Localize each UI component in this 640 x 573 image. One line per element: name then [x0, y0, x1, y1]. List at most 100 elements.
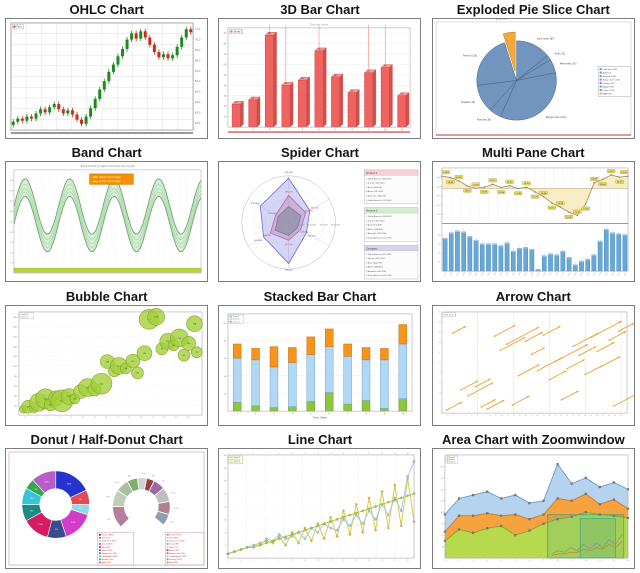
svg-text:9: 9: [384, 412, 386, 415]
svg-text:10: 10: [584, 560, 587, 562]
bubble-chart-thumbnail[interactable]: 2004006008001000120014001600180020006498…: [5, 304, 209, 426]
svg-text:29: 29: [407, 453, 409, 455]
band-chart-svg: 10 20 30 40 50 60 70 80 90 Band formed by upper a…: [10, 165, 202, 274]
svg-text:5%: 5%: [35, 489, 38, 491]
pie-chart-svg: Land rover (87)Audi (12)Mercedes (35)Ran…: [435, 19, 632, 136]
svg-text:Porsche (30): Porsche (30): [477, 119, 491, 122]
svg-text:236: 236: [60, 400, 64, 402]
svg-text:168: 168: [154, 316, 158, 318]
svg-text:17: 17: [117, 417, 119, 419]
svg-text:6: 6: [226, 545, 228, 547]
spider-chart-svg: $25,000$50,000$75,000$100,000 $95,080 $52,…: [242, 169, 419, 280]
spider-chart-thumbnail[interactable]: $25,000$50,000$75,000$100,000 $95,080 $52,…: [218, 161, 422, 283]
svg-text:12.43: 12.43: [574, 212, 580, 214]
svg-text:21: 21: [356, 560, 358, 562]
svg-text:60: 60: [10, 211, 13, 213]
svg-text:12.5: 12.5: [436, 214, 440, 216]
svg-text:20: 20: [224, 105, 227, 108]
svg-text:Range rover (8%): Range rover (8%): [102, 552, 118, 555]
svg-text:13.96: 13.96: [481, 192, 487, 194]
svg-text:3: 3: [241, 453, 242, 455]
svg-text:Ferrari (17%): Ferrari (17%): [170, 533, 182, 536]
multipane-chart-svg: 12.5 13.0 13.5 14.0 14.5 14.56 14.48 14.30 14.02…: [436, 167, 629, 276]
svg-text:80: 80: [224, 43, 227, 46]
pie-chart-thumbnail[interactable]: Land rover (87) Audi (12) Mercedes (35) Ran…: [431, 18, 635, 139]
svg-text:1400: 1400: [13, 346, 19, 348]
svg-text:14.50: 14.50: [617, 182, 623, 184]
stackedbar-chart-thumbnail[interactable]: 20 40 60 80 100 1 2 3 4 5 6 7 8 9 10 Time (Year) Series …: [218, 304, 422, 426]
svg-text:11: 11: [292, 453, 294, 455]
svg-text:88: 88: [269, 33, 272, 35]
svg-text:5: 5: [302, 128, 304, 131]
svg-text:8: 8: [352, 128, 354, 131]
svg-text:1 North America ($95,080): 1 North America ($95,080): [367, 253, 392, 256]
svg-text:$44,700: $44,700: [264, 234, 273, 237]
svg-text:7: 7: [543, 560, 545, 562]
svg-text:Rover (6%): Rover (6%): [170, 549, 180, 552]
svg-text:48: 48: [335, 75, 338, 77]
svg-text:158: 158: [193, 323, 197, 325]
svg-text:20: 20: [10, 253, 13, 255]
svg-text:10%: 10%: [115, 482, 119, 484]
svg-text:Fiat (7%): Fiat (7%): [102, 536, 110, 539]
ohlc-chart-thumbnail[interactable]: 62.0 63.0 64.0 65.0 66.0 67.0 68.0 69.0 70.0 71.0…: [5, 18, 209, 139]
svg-text:139: 139: [143, 352, 147, 354]
svg-text:25: 25: [163, 417, 165, 419]
chart-title-line: Line Chart: [287, 431, 353, 447]
svg-text:103: 103: [49, 404, 53, 406]
svg-text:27: 27: [175, 417, 177, 419]
arrow-chart-thumbnail[interactable]: 1 2 3 4 5 6 7 8 9 10 11 12 13 14 15 16 17 18 19 20 21 22 23 24 2…: [431, 304, 635, 426]
svg-text:18%: 18%: [67, 483, 72, 485]
svg-text:73: 73: [318, 49, 321, 51]
svg-text:151: 151: [166, 341, 170, 343]
svg-text:7: 7: [59, 417, 60, 419]
svg-text:15: 15: [530, 415, 532, 417]
svg-text:1800: 1800: [13, 326, 19, 328]
svg-text:5: 5: [48, 417, 49, 419]
svg-text:1000: 1000: [13, 365, 19, 367]
svg-text:14.0: 14.0: [436, 187, 440, 189]
chart-title-donut: Donut / Half-Donut Chart: [30, 431, 183, 447]
svg-text:Lamborghini (8%): Lamborghini (8%): [102, 555, 118, 558]
line-chart-svg: 6121824303642481133557799111113131515171…: [225, 453, 417, 562]
svg-text:12.88: 12.88: [557, 203, 563, 205]
svg-text:90: 90: [224, 32, 227, 35]
svg-text:4: 4: [292, 412, 294, 415]
chart-card-arrow: Arrow Chart 1 2 3 4 5 6 7 8 9 10 11 12 13 14 15 16 17 18 1…: [427, 287, 640, 430]
svg-text:Band formed by upper and lower: Band formed by upper and lower sine curv…: [81, 165, 135, 168]
chart-card-spider: Spider Chart $25,000$50,000$75,000$100,0…: [213, 143, 426, 286]
donut-chart-thumbnail[interactable]: 18% 7% 5% 15% 9% 13% 8% 8% 5% 12% 17% 13% 10% 8% 7% 6% 9…: [5, 447, 209, 569]
svg-text:97: 97: [183, 354, 186, 356]
svg-text:Series 1: Series 1: [449, 313, 456, 316]
bar3d-chart-thumbnail[interactable]: 10 20 30 40 50 60 70 80 90 Test bar chart 22 1 26 2 88…: [218, 18, 422, 139]
svg-text:50: 50: [10, 222, 13, 224]
svg-text:13.5: 13.5: [436, 196, 440, 198]
svg-text:94: 94: [136, 372, 139, 374]
svg-text:9%: 9%: [55, 529, 58, 531]
band-chart-thumbnail[interactable]: 10 20 30 40 50 60 70 80 90 Band formed by upper a…: [5, 161, 209, 283]
svg-text:Series 2: Series 2: [22, 315, 29, 318]
svg-text:12: 12: [613, 560, 615, 562]
svg-text:66.0: 66.0: [195, 80, 201, 83]
arrow-chart-svg: 1 2 3 4 5 6 7 8 9 10 11 12 13 14 15 16 17 18 19 20 21 22 23 24 2…: [438, 311, 634, 417]
svg-text:Series 2: Series 2: [234, 458, 240, 461]
svg-text:5: 5: [311, 412, 313, 415]
svg-text:16: 16: [536, 415, 538, 417]
svg-text:13.94: 13.94: [498, 192, 504, 194]
svg-text:6: 6: [477, 415, 478, 417]
chart-card-bar3d: 3D Bar Chart 10 20 30 40 50 60 70 80 90 Test bar …: [213, 0, 426, 143]
svg-text:5%: 5%: [79, 508, 82, 510]
line-chart-thumbnail[interactable]: 6 12 18 24 30 36 42 48 1 1 3 3 5 5 7 7 9 9 11 11 13 13 15 15 17 1…: [218, 447, 422, 569]
chart-card-band: Band Chart 10 20 30 40 50 60 70 80 90 Band formed…: [0, 143, 213, 286]
svg-text:4 Africa ($37,900): 4 Africa ($37,900): [367, 190, 384, 193]
svg-text:$75,000: $75,000: [320, 224, 329, 227]
multipane-chart-thumbnail[interactable]: 12.5 13.0 13.5 14.0 14.5 14.56 14.48 14.30 14.02…: [431, 161, 635, 283]
area-chart-thumbnail[interactable]: 10 20 30 40 50 60 70 80 0 1 2 3 4 5 6 7 8 9 10 11 12 13 Series…: [431, 447, 635, 569]
svg-text:10%: 10%: [174, 508, 178, 510]
svg-text:63.0: 63.0: [195, 111, 201, 114]
svg-text:13: 13: [518, 415, 520, 417]
svg-text:20: 20: [438, 253, 440, 255]
chart-title-pie: Exploded Pie Slice Chart: [456, 2, 610, 17]
svg-text:3 Asia ($21,800): 3 Asia ($21,800): [367, 224, 383, 227]
